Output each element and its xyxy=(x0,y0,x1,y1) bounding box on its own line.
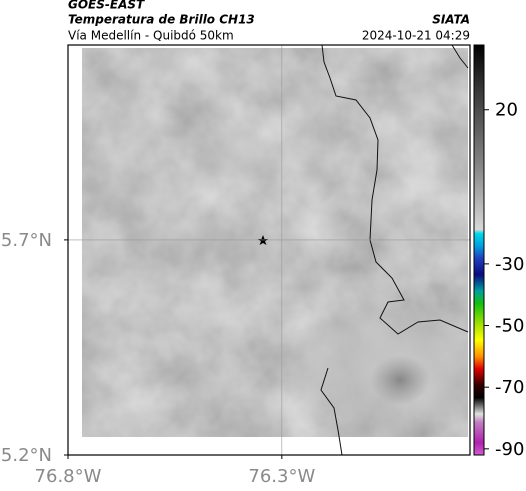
y-tick-label: 5.7°N xyxy=(1,230,52,251)
timestamp: 2024-10-21 04:29 xyxy=(362,29,470,43)
colorbar-label: -30 xyxy=(495,254,524,275)
colorbar-label: -70 xyxy=(495,377,524,398)
route: Vía Medellín - Quibdó 50km xyxy=(68,29,234,43)
colorbar-label: -90 xyxy=(495,439,524,460)
colorbar xyxy=(473,44,485,456)
map-frame xyxy=(67,44,471,456)
y-tick-label: 5.2°N xyxy=(1,445,52,466)
source: SIATA xyxy=(432,13,470,27)
colorbar-label: 20 xyxy=(495,100,518,121)
x-tick-label: 76.3°W xyxy=(248,466,315,487)
subtitle: Temperatura de Brillo CH13 xyxy=(68,13,255,27)
colorbar-label: -50 xyxy=(495,316,524,337)
title: GOES-EAST xyxy=(68,0,145,12)
satellite-image xyxy=(82,48,468,437)
x-tick-label: 76.8°W xyxy=(35,466,102,487)
